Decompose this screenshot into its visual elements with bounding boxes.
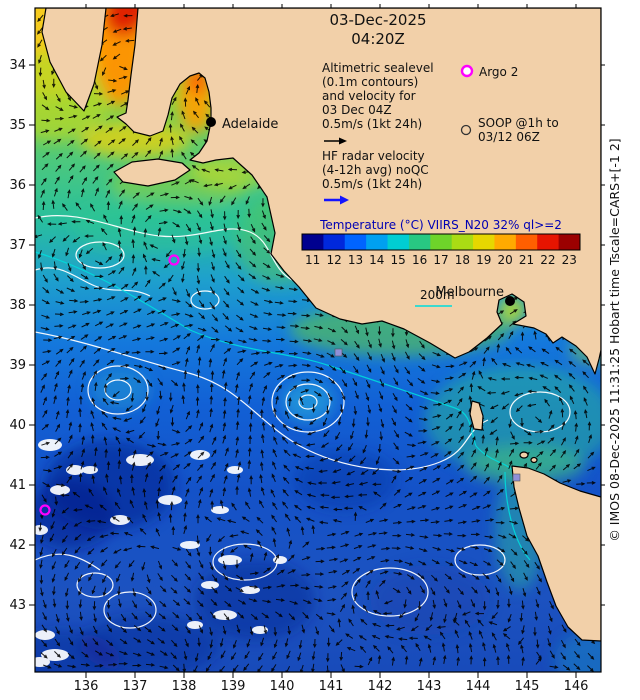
hf-radar-scale-arrow-icon (324, 195, 349, 205)
colorbar-segment (302, 234, 324, 250)
depth-contour-label: 200m (420, 288, 455, 302)
legend-hf-line3: 0.5m/s (1kt 24h) (322, 177, 422, 191)
colorbar-segment (515, 234, 538, 250)
colorbar-border (301, 233, 581, 251)
x-axis-tick-label: 136 (74, 679, 99, 694)
imos-watermark: © IMOS 08-Dec-2025 11:31:25 Hobart time … (607, 138, 622, 541)
colorbar-segment (366, 234, 389, 250)
legend-altimetric-line3: and velocity for (322, 89, 416, 103)
soop-marker (512, 473, 521, 482)
melbourne-dot (505, 296, 515, 306)
argo-legend-label: Argo 2 (479, 65, 518, 79)
y-axis-tick-label: 36 (9, 178, 26, 193)
argo-float-marker (39, 504, 51, 516)
land-kangaroo-island (113, 158, 191, 187)
y-axis-tick-label: 34 (9, 58, 26, 73)
colorbar-segment (323, 234, 346, 250)
land-masses (41, 8, 601, 642)
y-axis-tick-label: 38 (9, 298, 26, 313)
colorbar-tick-label: 21 (519, 253, 534, 267)
x-axis-tick-label: 143 (417, 679, 442, 694)
land-three-hummock-island (530, 456, 538, 464)
x-axis-tick-label: 138 (172, 679, 197, 694)
colorbar-tick-label: 14 (369, 253, 384, 267)
colorbar-tick-label: 19 (476, 253, 491, 267)
y-axis-tick-label: 35 (9, 118, 26, 133)
soop-legend-icon (460, 124, 472, 136)
y-axis-tick-label: 37 (9, 238, 26, 253)
colorbar-segment (408, 234, 431, 250)
x-axis-tick-label: 144 (466, 679, 491, 694)
colorbar-tick-label: 17 (433, 253, 448, 267)
colorbar-segment (558, 234, 581, 250)
x-axis-tick-label: 142 (368, 679, 393, 694)
legend-altimetric-line2: (0.1m contours) (322, 75, 418, 89)
soop-legend-line2: 03/12 06Z (478, 130, 540, 144)
legend-hf-line2: (4-12h avg) noQC (322, 163, 429, 177)
colorbar-tick-label: 16 (412, 253, 427, 267)
land-mainland (116, 8, 601, 375)
x-axis-tick-label: 137 (123, 679, 148, 694)
map-title-time: 04:20Z (351, 30, 405, 48)
x-axis-tick-label: 145 (515, 679, 540, 694)
argo-legend-icon (460, 64, 474, 78)
melbourne-label: Melbourne (435, 285, 504, 300)
axis-ticks (29, 4, 605, 678)
land-king-island (469, 400, 484, 431)
argo-float-marker (168, 254, 180, 266)
y-axis-tick-label: 43 (9, 598, 26, 613)
adelaide-dot (206, 117, 216, 127)
colorbar-segment (387, 234, 410, 250)
colorbar-tick-labels: 11 12 13 14 15 16 17 18 19 20 21 22 23 (305, 253, 577, 267)
land-hunter-island (519, 451, 529, 459)
colorbar-tick-label: 23 (562, 253, 577, 267)
x-axis-tick-label: 141 (319, 679, 344, 694)
colorbar-segment (473, 234, 495, 250)
colorbar-tick-label: 12 (326, 253, 341, 267)
colorbar-segment (494, 234, 517, 250)
x-axis-tick-label: 139 (221, 679, 246, 694)
colorbar-tick-label: 15 (391, 253, 406, 267)
colorbar-title: Temperature (°C) VIIRS_N20 32% ql>=2 (319, 218, 562, 232)
adelaide-label: Adelaide (222, 117, 278, 132)
legend-block: Altimetric sealevel (0.1m contours) and … (322, 61, 559, 307)
map-title-date: 03-Dec-2025 (329, 11, 426, 29)
colorbar-tick-label: 20 (498, 253, 513, 267)
soop-legend-line1: SOOP @1h to (478, 116, 559, 130)
colorbar-tick-label: 22 (540, 253, 555, 267)
legend-hf-line1: HF radar velocity (322, 149, 425, 163)
sst-field (35, 8, 601, 672)
axis-labels: 136 137 138 139 140 141 142 143 144 145 1463435363… (9, 58, 588, 694)
colorbar-segment (451, 234, 474, 250)
colorbar-tick-label: 13 (348, 253, 363, 267)
y-axis-tick-label: 41 (9, 478, 26, 493)
y-axis-tick-label: 40 (9, 418, 26, 433)
colorbar (302, 234, 581, 250)
altimetric-scale-arrow-icon (324, 137, 347, 145)
x-axis-tick-label: 140 (270, 679, 295, 694)
colorbar-segment (430, 234, 453, 250)
x-axis-tick-label: 146 (564, 679, 589, 694)
colorbar-tick-label: 18 (455, 253, 470, 267)
legend-altimetric-line1: Altimetric sealevel (322, 61, 434, 75)
colorbar-tick-label: 11 (305, 253, 320, 267)
legend-altimetric-line5: 0.5m/s (1kt 24h) (322, 117, 422, 131)
y-axis-tick-label: 42 (9, 538, 26, 553)
land-tasmania (511, 465, 601, 642)
plot-frame (34, 7, 602, 673)
colorbar-segment (344, 234, 367, 250)
y-axis-tick-label: 39 (9, 358, 26, 373)
soop-marker (334, 348, 343, 357)
legend-altimetric-line4: 03 Dec 04Z (322, 103, 392, 117)
colorbar-segment (537, 234, 560, 250)
land-eyre-peninsula (41, 8, 107, 112)
